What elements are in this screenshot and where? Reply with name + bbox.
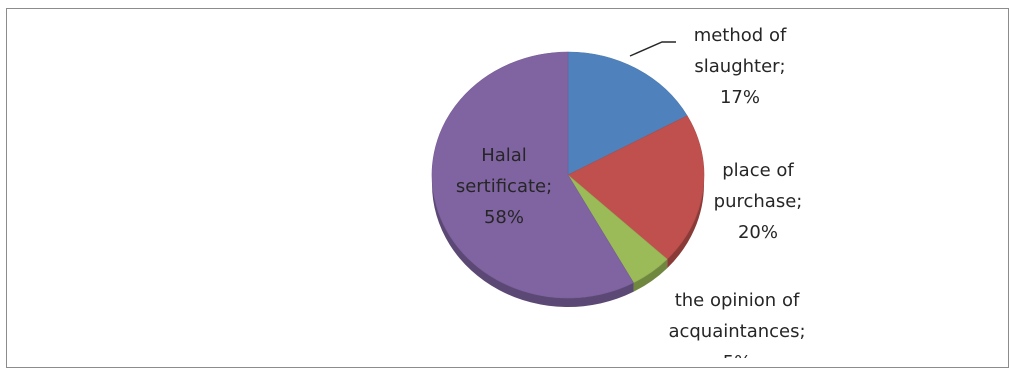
- data-label-3-line-2: 58%: [484, 207, 524, 228]
- data-label-2-line-0: the opinion of: [675, 290, 800, 311]
- data-label-0: method of slaughter; 17%: [694, 25, 787, 108]
- pie-chart: method of slaughter; 17% place of purchase; 2…: [431, 25, 806, 358]
- pie-slice-1: [567, 115, 705, 260]
- data-label-0-line-0: method of: [694, 25, 787, 46]
- data-label-0-line-2: 17%: [720, 87, 760, 108]
- pie-side-2: [633, 259, 668, 292]
- pie-side-1: [667, 175, 704, 269]
- data-label-1-line-0: place of: [722, 160, 794, 181]
- data-label-1: place of purchase; 20%: [714, 160, 803, 243]
- data-label-3-line-1: sertificate;: [456, 176, 552, 197]
- data-label-3: Halal sertificate; 58%: [456, 145, 552, 228]
- pie-side-3: [432, 175, 634, 308]
- data-label-0-line-1: slaughter;: [694, 56, 785, 77]
- pie-slice-3: [431, 51, 634, 299]
- data-label-1-line-2: 20%: [738, 222, 778, 243]
- data-label-2-line-1: acquaintances;: [668, 321, 805, 342]
- data-label-2: the opinion of acquaintances; 5%: [668, 290, 805, 358]
- leader-line-0: [629, 41, 676, 57]
- data-label-1-line-1: purchase;: [714, 191, 803, 212]
- data-label-2-line-2: 5%: [723, 352, 752, 358]
- pie-slice-0: [567, 51, 688, 176]
- data-label-3-line-0: Halal: [481, 145, 527, 166]
